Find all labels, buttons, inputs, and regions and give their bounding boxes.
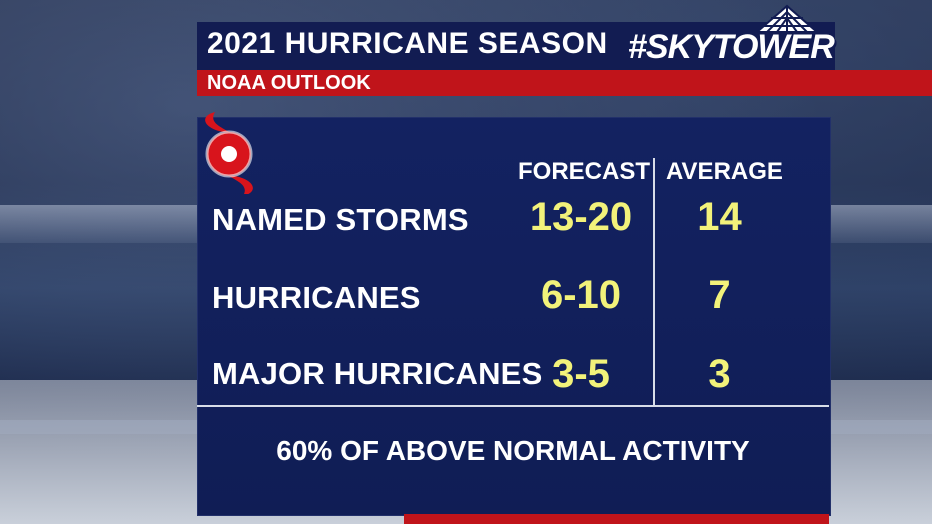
average-major-hurricanes: 3 — [708, 352, 731, 396]
forecast-major-hurricanes: 3-5 — [552, 352, 610, 396]
hurricane-symbol-icon — [205, 112, 253, 194]
title-bar — [197, 22, 835, 70]
row-label-hurricanes: HURRICANES — [212, 280, 421, 315]
forecast-hurricanes: 6-10 — [540, 273, 622, 317]
bottom-accent-bar — [404, 514, 829, 524]
logo-text: #SKYTOWER — [628, 28, 835, 66]
column-divider — [653, 158, 655, 406]
row-label-major-hurricanes: MAJOR HURRICANES — [212, 356, 543, 391]
row-label-named-storms: NAMED STORMS — [212, 202, 469, 237]
column-header-forecast: FORECAST — [518, 158, 650, 185]
subtitle-bar — [197, 70, 932, 96]
column-header-average: AVERAGE — [666, 158, 783, 185]
table-bottom-rule — [197, 405, 829, 407]
average-named-storms: 14 — [697, 195, 742, 239]
forecast-named-storms: 13-20 — [529, 195, 633, 239]
average-hurricanes: 7 — [708, 273, 731, 317]
activity-note: 60% OF ABOVE NORMAL ACTIVITY — [276, 435, 750, 466]
outlook-panel — [197, 117, 831, 516]
skytower-logo: #SKYTOWER — [628, 28, 835, 68]
graphic-title: 2021 HURRICANE SEASON — [207, 27, 608, 60]
graphic-subtitle: NOAA OUTLOOK — [207, 72, 371, 94]
tower-dome-icon — [754, 4, 820, 33]
